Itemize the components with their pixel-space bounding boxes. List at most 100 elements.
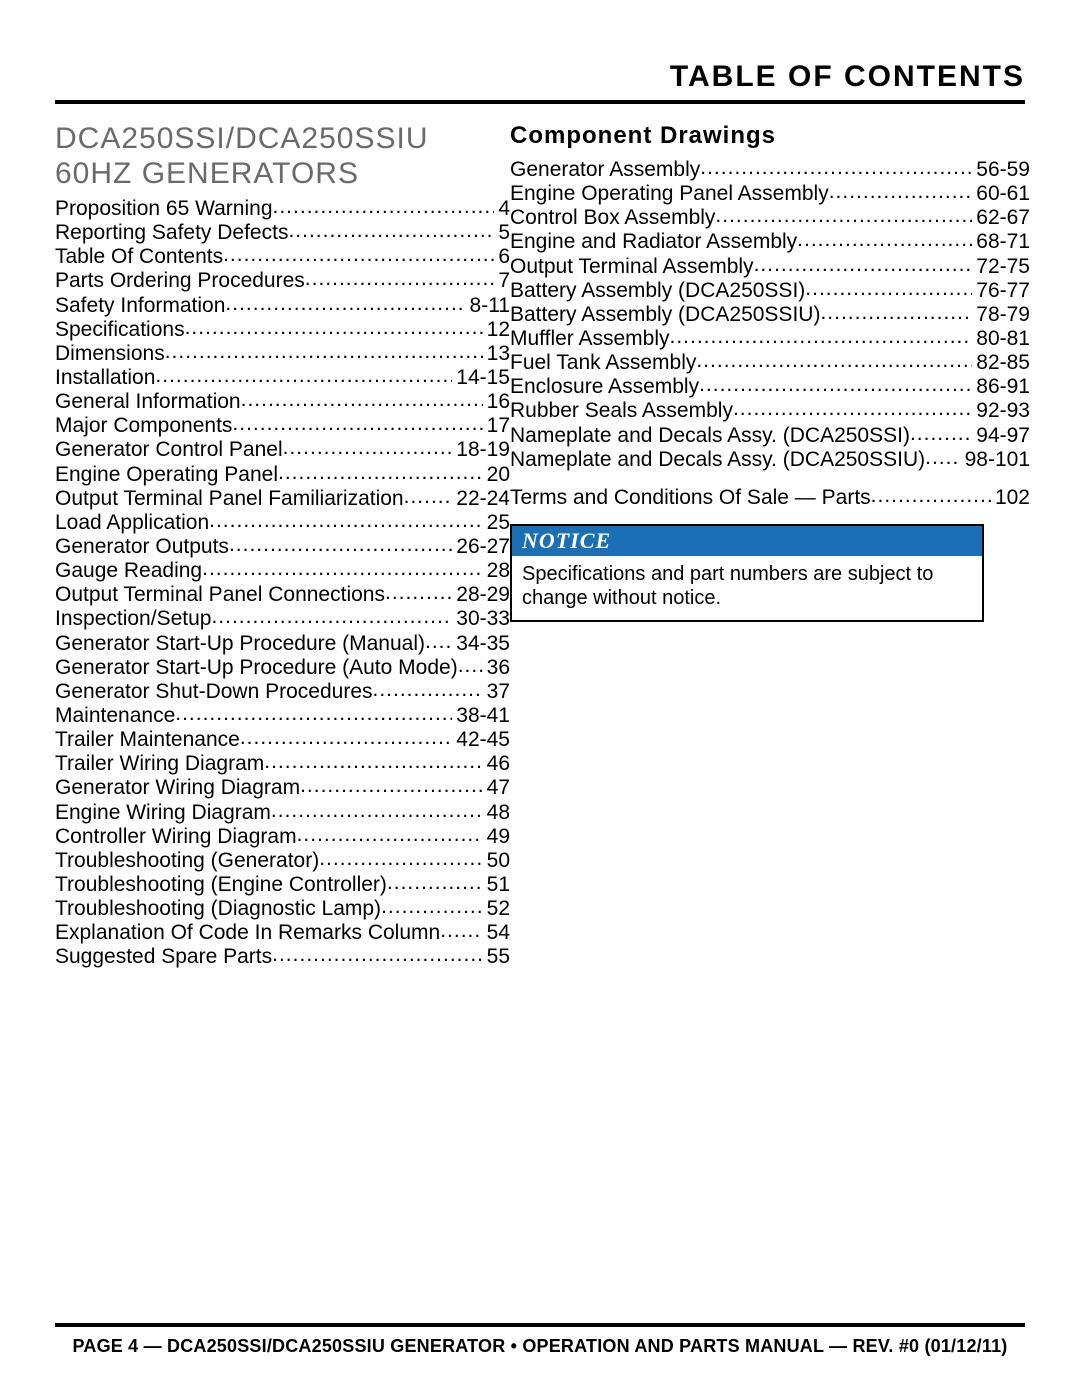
toc-page: 92-93 (972, 399, 1030, 423)
right-heading: Component Drawings (510, 122, 1030, 150)
toc-label: Troubleshooting (Engine Controller) (55, 873, 387, 897)
toc-entry: Inspection/Setup 30-33 (55, 607, 510, 631)
toc-page: 82-85 (972, 351, 1030, 375)
toc-page: 22-24 (452, 487, 510, 511)
toc-label: Muffler Assembly (510, 327, 670, 351)
notice-header: NOTICE (512, 526, 982, 556)
toc-page: 62-67 (972, 206, 1030, 230)
toc-page: 13 (483, 342, 510, 366)
toc-entry: Muffler Assembly80-81 (510, 327, 1030, 351)
toc-label: Generator Start-Up Procedure (Manual) (55, 632, 425, 656)
toc-label: Generator Outputs (55, 535, 229, 559)
toc-page: 98-101 (961, 448, 1030, 472)
toc-label: Enclosure Assembly (510, 375, 699, 399)
toc-page: 6 (494, 245, 510, 269)
toc-entry: Gauge Reading28 (55, 559, 510, 583)
toc-entry: Safety Information8-11 (55, 294, 510, 318)
toc-dots (440, 919, 482, 943)
toc-dots (404, 485, 453, 509)
toc-label: Engine Wiring Diagram (55, 801, 271, 825)
toc-page: 60-61 (972, 182, 1030, 206)
toc-dots (283, 436, 453, 460)
toc-label: Terms and Conditions Of Sale — Parts (510, 486, 871, 510)
toc-dots (925, 446, 960, 470)
toc-page: 55 (483, 945, 510, 969)
toc-label: Suggested Spare Parts (55, 945, 272, 969)
toc-dots (425, 630, 452, 654)
toc-label: Output Terminal Panel Familiarization (55, 487, 404, 511)
toc-entry: Generator Shut-Down Procedures37 (55, 680, 510, 704)
page-container: TABLE OF CONTENTS DCA250SSI/DCA250SSIU 6… (0, 0, 1080, 1397)
toc-page: 72-75 (972, 255, 1030, 279)
toc-entry: Output Terminal Panel Familiarization 22-… (55, 487, 510, 511)
toc-page: 18-19 (452, 438, 510, 462)
toc-label: Nameplate and Decals Assy. (DCA250SSIU) (510, 448, 925, 472)
toc-entry: Suggested Spare Parts 55 (55, 945, 510, 969)
toc-dots (271, 799, 483, 823)
toc-dots (241, 388, 483, 412)
toc-dots (272, 943, 483, 967)
toc-dots (223, 243, 494, 267)
toc-label: Engine Operating Panel Assembly (510, 182, 829, 206)
right-column: Component Drawings Generator Assembly56-… (510, 122, 1030, 622)
toc-dots (696, 349, 972, 373)
toc-dots (297, 823, 483, 847)
toc-entry: Nameplate and Decals Assy. (DCA250SSIU) 9… (510, 448, 1030, 472)
toc-page: 51 (483, 873, 510, 897)
notice-body: Specifications and part numbers are subj… (512, 556, 982, 620)
toc-entry: Generator Start-Up Procedure (Auto Mode)… (55, 656, 510, 680)
toc-page: 28 (483, 559, 510, 583)
toc-label: Engine and Radiator Assembly (510, 230, 797, 254)
left-heading: DCA250SSI/DCA250SSIU 60HZ GENERATORS (55, 122, 510, 191)
toc-entry: Dimensions13 (55, 342, 510, 366)
toc-page: 42-45 (452, 728, 510, 752)
footer-text: PAGE 4 — DCA250SSI/DCA250SSIU GENERATOR … (0, 1336, 1080, 1357)
toc-page: 68-71 (972, 230, 1030, 254)
toc-entry: Enclosure Assembly86-91 (510, 375, 1030, 399)
toc-entry: Fuel Tank Assembly 82-85 (510, 351, 1030, 375)
toc-entry: Nameplate and Decals Assy. (DCA250SSI) 94… (510, 424, 1030, 448)
toc-entry: Output Terminal Panel Connections28-29 (55, 583, 510, 607)
toc-entry: Engine Operating Panel20 (55, 463, 510, 487)
footer-rule (55, 1323, 1025, 1327)
toc-page: 28-29 (452, 583, 510, 607)
toc-page: 5 (494, 221, 510, 245)
toc-entry: Specifications12 (55, 318, 510, 342)
toc-dots (288, 219, 494, 243)
toc-label: Explanation Of Code In Remarks Column (55, 921, 440, 945)
toc-entry: Control Box Assembly62-67 (510, 206, 1030, 230)
toc-dots (264, 750, 482, 774)
toc-dots (155, 364, 452, 388)
toc-dots (202, 557, 483, 581)
toc-dots (715, 204, 972, 228)
toc-entry: Generator Outputs26-27 (55, 535, 510, 559)
toc-dots (229, 533, 452, 557)
toc-entry: Controller Wiring Diagram49 (55, 825, 510, 849)
toc-page: 50 (483, 849, 510, 873)
toc-label: Output Terminal Assembly (510, 255, 754, 279)
toc-entry: Installation14-15 (55, 366, 510, 390)
toc-dots (232, 412, 482, 436)
toc-page: 56-59 (972, 158, 1030, 182)
toc-page: 94-97 (972, 424, 1030, 448)
toc-entry: Engine and Radiator Assembly 68-71 (510, 230, 1030, 254)
toc-dots (797, 228, 972, 252)
toc-dots (871, 484, 991, 508)
toc-page: 25 (483, 511, 510, 535)
toc-label: Troubleshooting (Generator) (55, 849, 319, 873)
toc-dots (209, 509, 483, 533)
toc-dots (670, 325, 973, 349)
toc-entry: Generator Assembly56-59 (510, 158, 1030, 182)
toc-entry: Battery Assembly (DCA250SSI)76-77 (510, 279, 1030, 303)
toc-entry: Output Terminal Assembly 72-75 (510, 255, 1030, 279)
toc-label: Fuel Tank Assembly (510, 351, 696, 375)
toc-entry: Engine Wiring Diagram48 (55, 801, 510, 825)
right-toc-list: Generator Assembly56-59Engine Operating … (510, 158, 1030, 472)
toc-label: Trailer Wiring Diagram (55, 752, 264, 776)
toc-page: 30-33 (452, 607, 510, 631)
toc-label: General Information (55, 390, 241, 414)
toc-label: Parts Ordering Procedures (55, 269, 305, 293)
toc-label: Inspection/Setup (55, 607, 211, 631)
toc-label: Nameplate and Decals Assy. (DCA250SSI) (510, 424, 910, 448)
toc-page: 54 (483, 921, 510, 945)
